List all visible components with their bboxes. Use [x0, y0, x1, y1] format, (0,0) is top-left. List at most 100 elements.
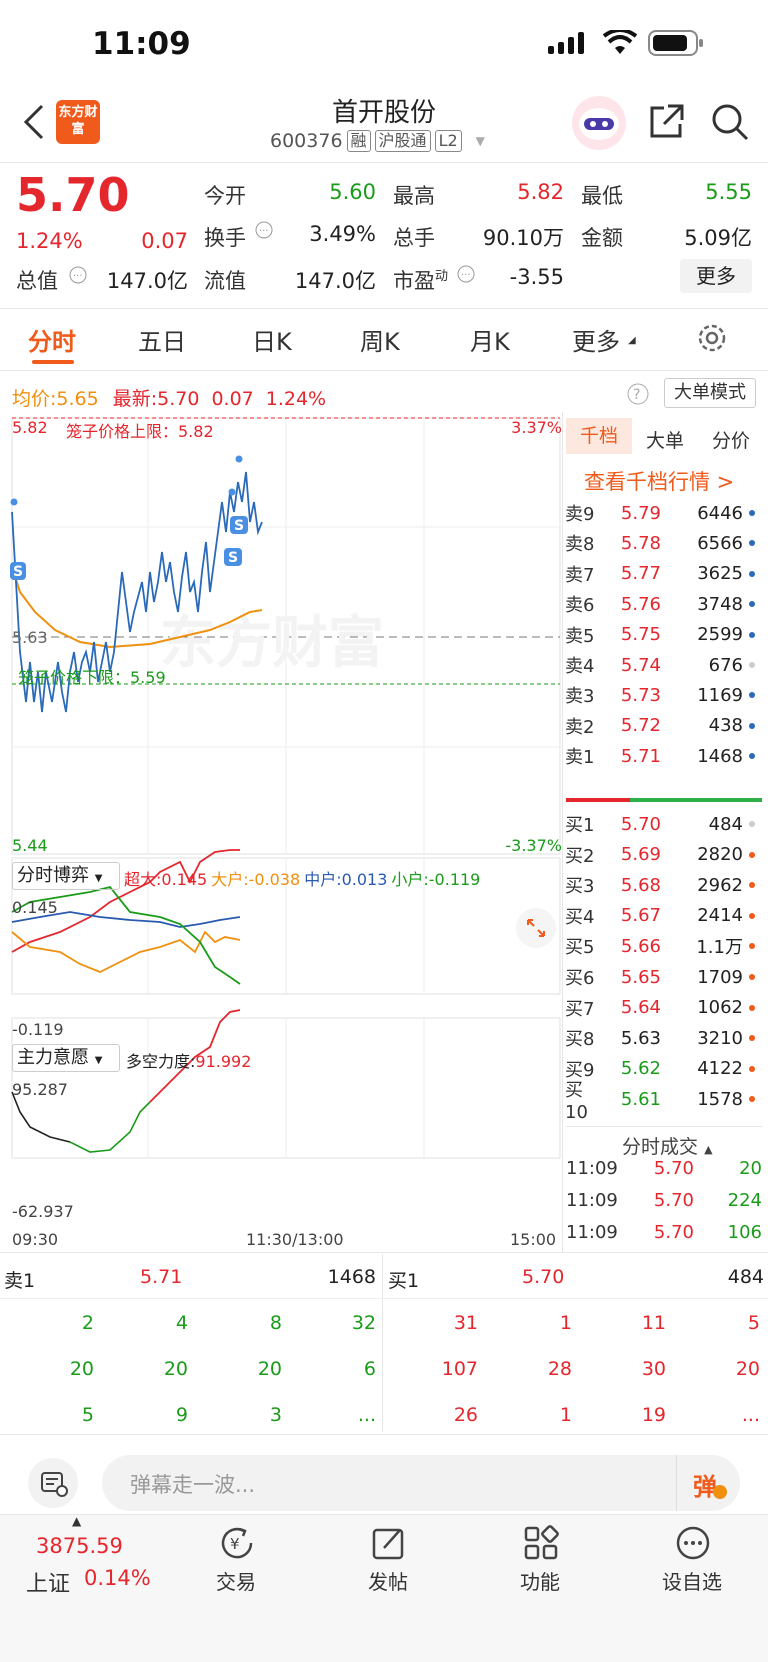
index-name[interactable]: 上证 [26, 1572, 71, 1597]
expand-icon[interactable] [516, 908, 556, 948]
change-pct: 1.24% [16, 229, 83, 253]
ob-level: 买2 [565, 845, 595, 867]
svg-text:S: S [13, 564, 23, 580]
orderbook-row[interactable]: 卖9 5.79 6446 [565, 498, 765, 528]
dropdown-icon[interactable]: ▼ [475, 134, 485, 148]
function-grid-icon[interactable] [522, 1524, 560, 1566]
orderbook-row[interactable]: 卖8 5.78 6566 [565, 528, 765, 558]
ob-tab-price[interactable]: 分价 [712, 430, 751, 452]
danmu-list-icon[interactable] [28, 1458, 78, 1508]
queue-order-cell: 32 [351, 1312, 376, 1334]
intraday-chart: 东方财富 S S S [10, 417, 561, 1159]
main-force-black-line [11, 1091, 71, 1143]
tab-intraday[interactable]: 分时 [28, 328, 76, 356]
settings-gear-icon[interactable] [696, 322, 728, 358]
willing-top-label: 95.287 [12, 1080, 68, 1099]
ob-thousand-link[interactable]: 查看千档行情 > [584, 470, 735, 494]
ob-price: 5.63 [620, 1027, 661, 1049]
queue-order-cell: 31 [453, 1312, 478, 1334]
robot-avatar-icon[interactable] [572, 96, 626, 150]
signal-s-icon[interactable] [230, 516, 248, 534]
orderbook-row[interactable]: 买3 5.68 2962 [565, 870, 765, 900]
share-icon[interactable] [648, 102, 686, 144]
ob-level: 卖8 [565, 534, 595, 556]
nav-post[interactable]: 发帖 [368, 1570, 408, 1594]
orderbook-row[interactable]: 买4 5.67 2414 [565, 901, 765, 931]
ob-price: 5.68 [620, 874, 661, 896]
orderbook-row[interactable]: 买10 5.61 1578 [565, 1080, 765, 1123]
queue-order-cell: 20 [735, 1358, 760, 1380]
orderbook-row[interactable]: 卖4 5.74 676 [565, 650, 765, 680]
danmu-toggle-button[interactable]: 弹 [676, 1455, 740, 1511]
tab-indicator [32, 360, 74, 364]
nav-add-watchlist[interactable]: 设自选 [662, 1570, 722, 1594]
tab-monthly-k[interactable]: 月K [470, 328, 510, 356]
ob-dot-icon [749, 692, 755, 699]
orderbook-row[interactable]: 买1 5.70 484 [565, 809, 765, 839]
help-icon[interactable]: ? [626, 382, 650, 410]
legend-zhonghu: 中户:0.013 [304, 870, 388, 889]
queue-order-cell: 1 [559, 1404, 572, 1426]
signal-s-icon[interactable] [224, 548, 242, 566]
orderbook-row[interactable]: 卖5 5.75 2599 [565, 620, 765, 650]
ob-dot-icon [749, 1035, 755, 1042]
main-force-red-line [149, 1009, 241, 1103]
ob-dot-icon [749, 570, 755, 577]
ob-tab-thousand[interactable]: 千档 [566, 418, 632, 454]
info-icon[interactable]: ··· [68, 265, 88, 289]
ob-volume: 2599 [697, 624, 743, 646]
nav-function[interactable]: 功能 [520, 1570, 560, 1594]
signal-s-icon[interactable] [10, 562, 26, 580]
willing-selector[interactable]: 主力意愿 ▼ [12, 1044, 120, 1072]
orderbook-row[interactable]: 买9 5.62 4122 [565, 1054, 765, 1084]
orderbook-row[interactable]: 买8 5.63 3210 [565, 1023, 765, 1053]
big-order-mode-button[interactable]: 大单模式 [664, 378, 756, 408]
index-value[interactable]: 3875.59 [36, 1534, 123, 1558]
orderbook-row[interactable]: 买6 5.65 1709 [565, 962, 765, 992]
ob-level: 卖2 [565, 716, 595, 738]
tab-daily-k[interactable]: 日K [252, 328, 292, 356]
queue-order-cell: 11 [641, 1312, 666, 1334]
trade-icon[interactable]: ¥ [218, 1524, 256, 1566]
svg-text:S: S [234, 518, 244, 534]
queue-sell-price: 5.71 [140, 1266, 183, 1288]
tab-more[interactable]: 更多 [572, 328, 620, 356]
ob-tab-big[interactable]: 大单 [646, 430, 685, 452]
pe-info-icon[interactable]: ··· [456, 264, 476, 288]
orderbook-row[interactable]: 卖3 5.73 1169 [565, 680, 765, 710]
open-label: 今开 [204, 184, 246, 208]
svg-text:S: S [228, 550, 238, 566]
orderbook-row[interactable]: 卖7 5.77 3625 [565, 559, 765, 589]
orderbook-row[interactable]: 买7 5.64 1062 [565, 993, 765, 1023]
orderbook-row[interactable]: 买5 5.66 1.1万 [565, 931, 765, 961]
tab-five-day[interactable]: 五日 [138, 328, 186, 356]
lower-limit-label: 笼子价格下限：5.59 [18, 668, 166, 687]
willing-selector-label: 主力意愿 [17, 1047, 89, 1068]
more-button[interactable]: 更多 [680, 259, 752, 293]
back-icon[interactable] [22, 104, 46, 144]
orderbook-row[interactable]: 卖6 5.76 3748 [565, 589, 765, 619]
force-label: 多空力度: [126, 1052, 196, 1071]
orderbook-row[interactable]: 买2 5.69 2820 [565, 840, 765, 870]
game-selector[interactable]: 分时博弈 ▼ [12, 862, 120, 890]
more-dots-icon[interactable] [674, 1524, 712, 1566]
orderbook-row[interactable]: 卖2 5.72 438 [565, 711, 765, 741]
pe-sup: 动 [435, 269, 449, 284]
danmu-input[interactable]: 弹幕走一波... 弹 [102, 1455, 740, 1511]
post-icon[interactable] [370, 1524, 408, 1566]
nav-trade[interactable]: 交易 [216, 1570, 256, 1594]
search-icon[interactable] [710, 102, 750, 146]
turnover-info-icon[interactable]: ··· [254, 220, 274, 244]
dropdown-icon: ▼ [94, 873, 103, 884]
queue-order-cell: 9 [175, 1404, 188, 1426]
trades-title[interactable]: 分时成交 ▲ [622, 1132, 713, 1159]
tab-weekly-k[interactable]: 周K [360, 328, 400, 356]
force-value: 91.992 [195, 1052, 252, 1071]
orderbook-row[interactable]: 卖1 5.71 1468 [565, 741, 765, 771]
y-mid-label: 5.63 [12, 628, 48, 647]
trade-row: 11:09 5.70 20 [566, 1158, 762, 1179]
ob-dot-icon [749, 510, 755, 516]
ob-dot-icon [749, 943, 755, 950]
ob-dot-icon [749, 1065, 755, 1072]
float-value: 147.0亿 [294, 269, 376, 293]
